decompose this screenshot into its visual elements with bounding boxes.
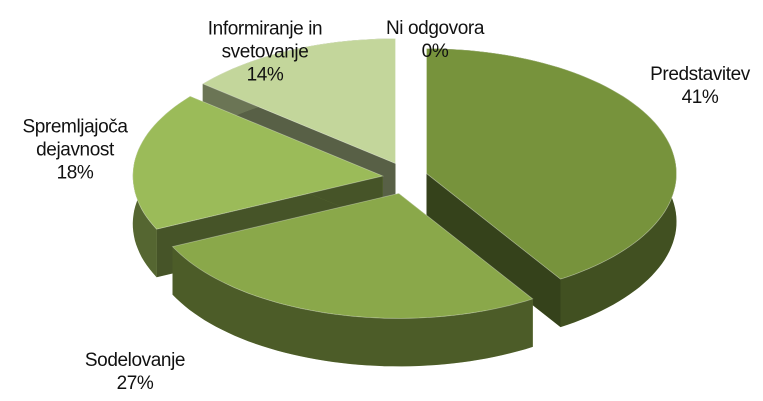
slice-label: Predstavitev 41% xyxy=(620,63,763,109)
slice-label: Informiranje in svetovanje 14% xyxy=(195,18,335,87)
slice-label: Ni odgovora 0% xyxy=(370,17,500,63)
value-label: 14% xyxy=(246,64,284,86)
category-label: Sodelovanje xyxy=(84,350,186,371)
slice-side-shade xyxy=(172,246,533,367)
slice xyxy=(426,48,677,280)
slice-label: Spremljajoča dejavnost 18% xyxy=(10,116,140,185)
value-label: 18% xyxy=(56,162,94,184)
slice xyxy=(132,95,385,230)
value-label: 27% xyxy=(116,373,154,394)
slice xyxy=(201,38,396,165)
value-label: 0% xyxy=(421,41,449,62)
category-label: Spremljajoča dejavnost xyxy=(22,116,128,161)
category-label: Predstavitev xyxy=(650,64,750,85)
value-label: 41% xyxy=(681,87,719,108)
slice xyxy=(171,192,534,319)
slice-side xyxy=(172,246,533,367)
category-label: Informiranje in svetovanje xyxy=(207,18,323,63)
slice-label: Sodelovanje 27% xyxy=(55,349,215,395)
category-label: Ni odgovora xyxy=(385,18,485,39)
slice-wall-shade xyxy=(426,173,561,328)
